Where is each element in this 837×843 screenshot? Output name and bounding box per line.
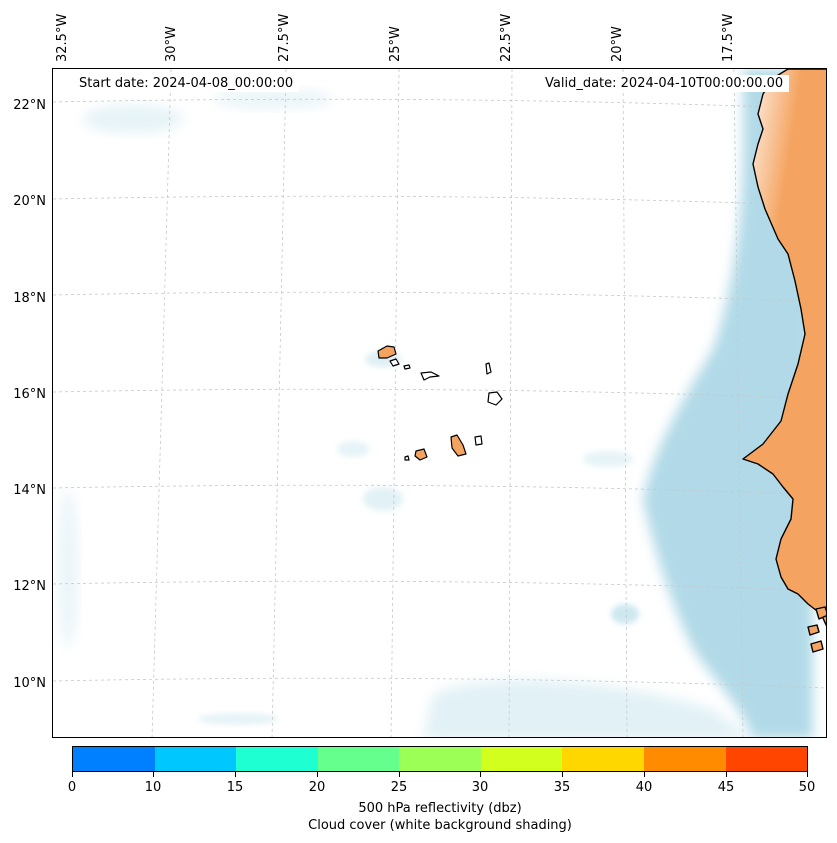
- cloud-cover-layer: [58, 69, 813, 737]
- west-africa-coast: [742, 69, 826, 627]
- map-panel: [52, 68, 827, 738]
- island-boa-vista: [487, 391, 503, 406]
- colorbar-segment-30-35: [480, 747, 563, 771]
- lat-label-22n: 22°N: [13, 98, 46, 113]
- colorbar-tick: [317, 772, 318, 777]
- lon-label-20w: 20°W: [610, 26, 625, 62]
- cloud-patch-a: [611, 604, 639, 624]
- cloud-coastal-band: [643, 69, 813, 737]
- island-sao-nicolau: [420, 371, 440, 381]
- cloud-patch-f: [213, 89, 333, 109]
- cloud-patch-h: [583, 451, 633, 467]
- colorbar-tick-label: 50: [798, 780, 816, 795]
- lat-label-14n: 14°N: [13, 483, 46, 498]
- colorbar-tick-label: 40: [635, 780, 653, 795]
- island-santiago: [450, 434, 467, 457]
- colorbar-segment-25-30: [399, 747, 481, 771]
- start-date-label: Start date: 2024-04-08_00:00:00: [73, 75, 300, 92]
- land-layer: [742, 69, 826, 653]
- island-brava: [404, 455, 410, 461]
- colorbar-tick: [480, 772, 481, 777]
- lon-label-27-5w: 27.5°W: [277, 13, 292, 62]
- island-santo-antao: [377, 345, 397, 359]
- lat-label-12n: 12°N: [13, 579, 46, 594]
- colorbar-title: 500 hPa reflectivity (dbz): [358, 801, 522, 816]
- colorbar-tick-label: 0: [67, 780, 77, 795]
- cloud-patch-i: [198, 713, 278, 725]
- bijagos-island-c: [810, 640, 824, 653]
- colorbar-segment-10-15: [154, 747, 237, 771]
- lat-label-18n: 18°N: [13, 291, 46, 306]
- island-maio: [474, 435, 483, 446]
- valid-date-label: Valid_date: 2024-04-10T00:00:00.00: [539, 75, 790, 92]
- colorbar-tick-label: 35: [553, 780, 571, 795]
- colorbar-tick: [153, 772, 154, 777]
- colorbar-tick-label: 30: [471, 780, 489, 795]
- colorbar-tick: [726, 772, 727, 777]
- cloud-patch-c: [363, 487, 403, 511]
- cape-verde-islands: [377, 345, 503, 461]
- colorbar-subtitle: Cloud cover (white background shading): [308, 818, 572, 833]
- colorbar-tick-label: 10: [144, 780, 162, 795]
- colorbar-segment-40-45: [643, 747, 726, 771]
- lon-label-22-5w: 22.5°W: [499, 13, 514, 62]
- colorbar: [72, 746, 808, 772]
- lon-label-25w: 25°W: [388, 26, 403, 62]
- lat-label-16n: 16°N: [13, 387, 46, 402]
- cloud-southern-band: [423, 679, 751, 737]
- bijagos-island-a: [815, 606, 826, 620]
- lat-label-20n: 20°N: [13, 194, 46, 209]
- gridlines: [53, 69, 826, 737]
- colorbar-tick: [562, 772, 563, 777]
- island-santa-luzia: [403, 364, 411, 370]
- colorbar-segment-35-40: [562, 747, 644, 771]
- colorbar-tick: [72, 772, 73, 777]
- lon-label-32-5w: 32.5°W: [55, 13, 70, 62]
- island-sal: [485, 362, 492, 375]
- colorbar-tick-label: 45: [717, 780, 735, 795]
- lat-label-10n: 10°N: [13, 676, 46, 691]
- colorbar-tick: [644, 772, 645, 777]
- colorbar-segment-20-25: [317, 747, 400, 771]
- colorbar-tick-label: 25: [390, 780, 408, 795]
- cloud-patch-d: [337, 441, 369, 457]
- colorbar-segment-15-20: [236, 747, 318, 771]
- island-sao-vicente: [389, 358, 400, 367]
- colorbar-tick-label: 20: [308, 780, 326, 795]
- map-canvas: [53, 69, 826, 737]
- lon-label-17-5w: 17.5°W: [721, 13, 736, 62]
- colorbar-tick: [807, 772, 808, 777]
- lon-label-30w: 30°W: [164, 26, 179, 62]
- colorbar-tick-label: 15: [226, 780, 244, 795]
- cloud-patch-g: [58, 489, 78, 649]
- colorbar-tick: [235, 772, 236, 777]
- colorbar-tick: [399, 772, 400, 777]
- colorbar-segment-45-50: [725, 747, 808, 771]
- colorbar-segment-0-10: [73, 747, 155, 771]
- island-fogo: [414, 448, 428, 461]
- bijagos-island-b: [807, 624, 820, 636]
- cloud-patch-e: [83, 105, 183, 133]
